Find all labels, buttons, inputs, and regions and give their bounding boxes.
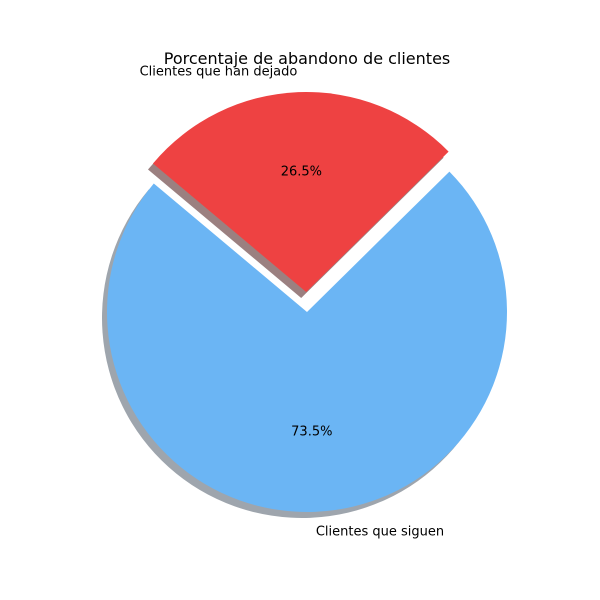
pie-slice-clientes-que-siguen: [106, 171, 507, 512]
pie-slice-layer: [106, 92, 507, 512]
pie-label-layer: 73.5% Clientes que siguen 26.5% Clientes qu…: [140, 65, 445, 540]
pie-slice-label-clientes-que-siguen: Clientes que siguen: [316, 524, 444, 539]
chart-title: Porcentaje de abandono de clientes: [164, 49, 451, 68]
pie-pct-label-clientes-que-siguen: 73.5%: [291, 424, 332, 439]
pie-slice-clientes-que-han-dejado: [152, 92, 449, 293]
pie-slice-label-clientes-que-han-dejado: Clientes que han dejado: [140, 65, 298, 80]
pie-pct-label-clientes-que-han-dejado: 26.5%: [281, 165, 322, 180]
